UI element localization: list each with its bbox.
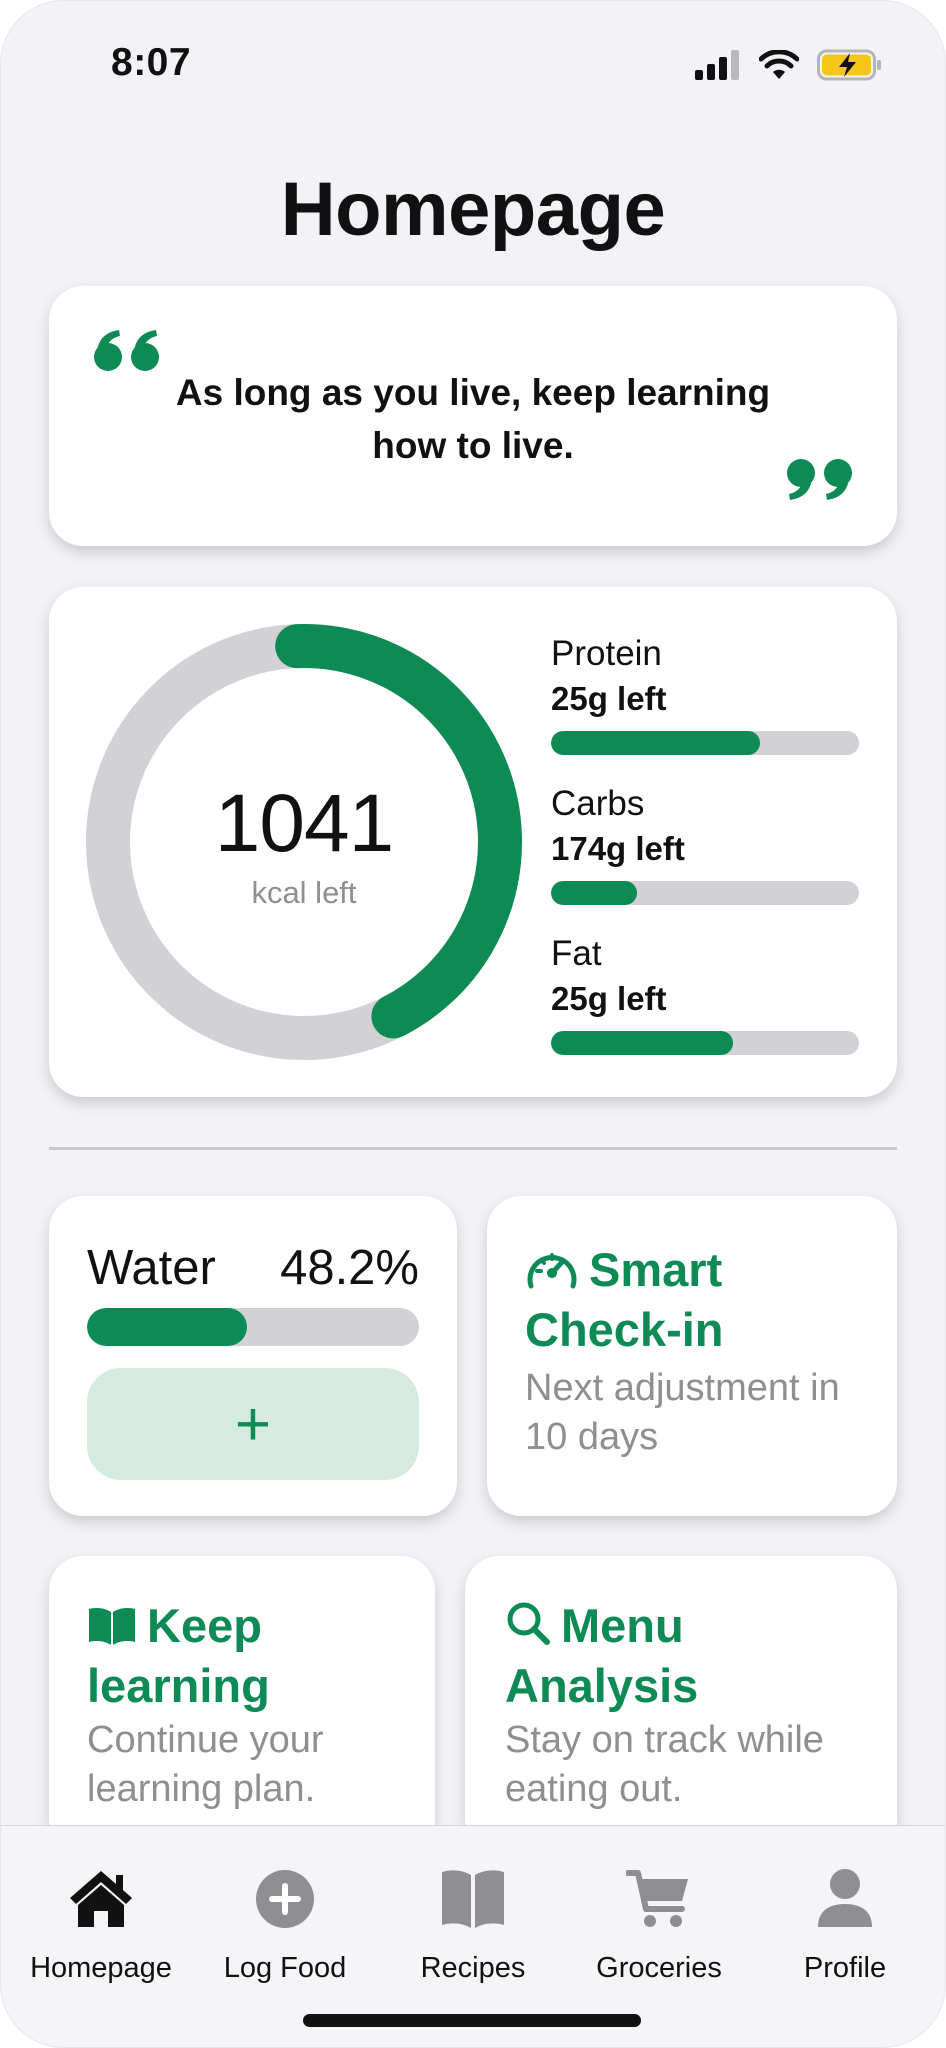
cart-icon <box>626 1870 688 1927</box>
water-progress-track <box>87 1308 419 1346</box>
magnifier-icon <box>507 1602 550 1645</box>
tab-log-food[interactable]: Log Food <box>195 1864 375 1985</box>
water-card: Water 48.2% + <box>49 1196 457 1516</box>
tab-label: Recipes <box>420 1952 526 1984</box>
quote-text: As long as you live, keep learning how t… <box>175 372 771 466</box>
tab-recipes[interactable]: Recipes <box>383 1864 563 1985</box>
tab-groceries[interactable]: Groceries <box>569 1864 749 1985</box>
wifi-icon <box>759 50 799 79</box>
tab-homepage[interactable]: Homepage <box>11 1864 191 1985</box>
book-icon <box>89 1608 135 1645</box>
keep-learning-subtitle: Continue your learning plan. <box>87 1719 324 1810</box>
macro-carbs: Carbs 174g left <box>551 783 859 905</box>
macro-progress-track <box>551 1031 859 1055</box>
macro-progress-track <box>551 731 859 755</box>
smart-checkin-card[interactable]: Smart Check-in Next adjustment in 10 day… <box>487 1196 897 1516</box>
book-icon <box>442 1870 504 1928</box>
macro-name: Fat <box>551 934 602 973</box>
house-icon <box>70 1871 132 1927</box>
tab-label: Homepage <box>30 1952 172 1984</box>
tab-label: Log Food <box>223 1952 347 1984</box>
keep-learning-card[interactable]: Keep learning Continue your learning pla… <box>49 1556 435 1856</box>
macro-progress-fill <box>551 731 761 755</box>
quote-card: As long as you live, keep learning how t… <box>49 286 897 546</box>
gauge-icon <box>527 1253 577 1289</box>
add-water-button[interactable]: + <box>87 1368 419 1480</box>
water-label: Water <box>87 1241 216 1295</box>
macro-progress-fill <box>551 881 638 905</box>
menu-analysis-title-row: Menu Analysis <box>505 1596 877 1716</box>
macro-fat: Fat 25g left <box>551 933 859 1055</box>
keep-learning-title: Keep learning <box>87 1599 270 1712</box>
smart-checkin-title-row: Smart Check-in <box>525 1240 877 1360</box>
calories-left-label: kcal left <box>251 875 357 910</box>
menu-analysis-title: Menu Analysis <box>505 1599 699 1712</box>
macro-protein: Protein 25g left <box>551 633 859 755</box>
plus-circle-icon <box>256 1870 314 1928</box>
open-quote-icon <box>94 330 159 371</box>
page-title: Homepage <box>280 167 666 252</box>
macro-remaining: 25g left <box>551 680 667 717</box>
status-icons <box>695 49 883 81</box>
macro-remaining: 25g left <box>551 980 667 1017</box>
macro-name: Carbs <box>551 784 645 823</box>
water-percentage: 48.2% <box>280 1241 419 1295</box>
tab-label: Profile <box>803 1952 887 1984</box>
smart-checkin-subtitle: Next adjustment in 10 days <box>525 1367 840 1458</box>
battery-charging-icon <box>817 49 881 81</box>
macro-remaining: 174g left <box>551 830 685 867</box>
macro-name: Protein <box>551 634 662 673</box>
calorie-progress-ring <box>85 623 522 1060</box>
tab-profile[interactable]: Profile <box>755 1864 935 1985</box>
calorie-summary-card[interactable]: 1041 kcal left Protein 25g left Carbs 17… <box>49 587 897 1097</box>
menu-analysis-subtitle: Stay on track while eating out. <box>505 1719 824 1810</box>
macro-progress-track <box>551 881 859 905</box>
close-quote-icon <box>787 459 852 500</box>
tab-label: Groceries <box>596 1952 722 1984</box>
cellular-signal-icon <box>695 50 739 80</box>
home-indicator <box>303 2014 641 2027</box>
person-icon <box>818 1869 872 1927</box>
section-divider <box>49 1147 897 1150</box>
tab-bar: Homepage Log Food Recipes Gro <box>1 1825 945 2047</box>
status-time: 8:07 <box>111 41 192 84</box>
macro-progress-fill <box>551 1031 733 1055</box>
keep-learning-title-row: Keep learning <box>87 1596 415 1716</box>
menu-analysis-card[interactable]: Menu Analysis Stay on track while eating… <box>465 1556 897 1856</box>
calories-left-value: 1041 <box>214 778 394 869</box>
smart-checkin-title: Smart Check-in <box>525 1243 724 1356</box>
calorie-progress-fill <box>85 623 522 1060</box>
water-progress-fill <box>87 1308 248 1346</box>
